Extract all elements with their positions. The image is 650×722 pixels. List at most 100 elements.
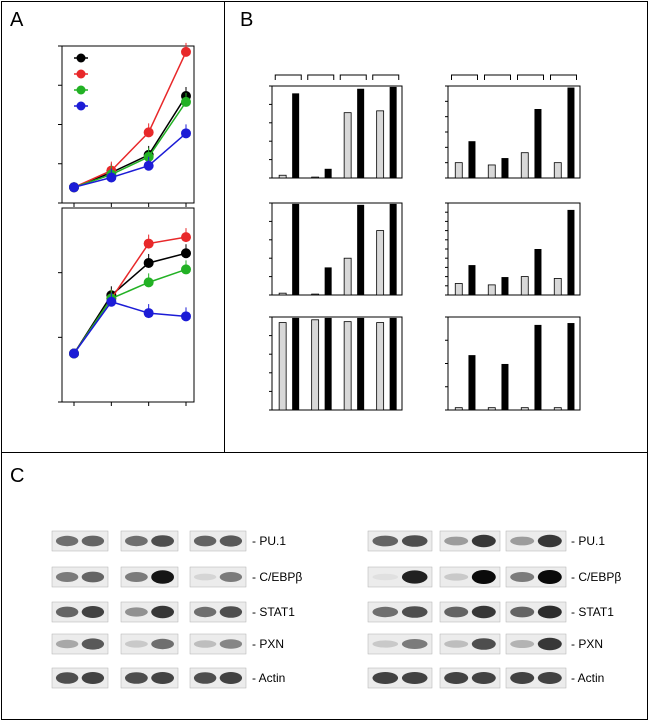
group-bracket [517, 74, 544, 80]
bar-atra-treated [567, 87, 575, 178]
bar-untreated [376, 322, 385, 411]
bar-untreated [311, 293, 320, 296]
blot-band [471, 638, 496, 650]
bar-atra-treated [292, 203, 300, 295]
bar-untreated [376, 230, 385, 296]
bar-atra-treated [567, 209, 575, 295]
plot-frame [61, 45, 195, 204]
data-point [181, 311, 191, 322]
bar-untreated [454, 283, 463, 296]
blot-band [537, 534, 562, 548]
bar-untreated [520, 407, 529, 411]
bar-atra-treated [534, 109, 542, 178]
data-point [69, 348, 79, 359]
bar-atra-treated [468, 265, 476, 295]
group-bracket [307, 74, 335, 80]
blot-band [55, 672, 79, 684]
blot-band [81, 571, 105, 583]
blot-band [372, 672, 399, 684]
blot-band [151, 570, 175, 584]
blot-band [151, 535, 175, 547]
blot-band [124, 535, 148, 547]
blot-band [510, 640, 535, 648]
series-line [73, 236, 187, 354]
blot-band [372, 573, 399, 581]
blot-band [81, 672, 105, 684]
data-point [181, 128, 191, 139]
data-point [181, 264, 191, 275]
series-line [73, 300, 187, 354]
blot-band [219, 572, 243, 582]
blot-band [55, 639, 79, 649]
blot-band [193, 535, 217, 547]
blot-band [510, 606, 535, 618]
data-point [106, 172, 117, 183]
blot-band [471, 534, 496, 548]
bar-untreated [454, 162, 463, 179]
bar-atra-treated [389, 317, 397, 410]
series-line [73, 95, 187, 188]
bar-untreated [278, 174, 287, 179]
data-point [143, 127, 154, 138]
protein-label: - STAT1 [252, 605, 295, 619]
bar-untreated [343, 112, 352, 179]
series-line [73, 51, 187, 188]
blot-band [219, 639, 243, 649]
bar-atra-treated [324, 267, 332, 295]
legend-marker [76, 69, 86, 79]
data-point [143, 238, 154, 249]
bar-untreated [376, 110, 385, 179]
series-line [73, 252, 187, 354]
blot-band [372, 606, 399, 618]
bar-plot-frame [271, 202, 403, 296]
blot-band [401, 535, 428, 547]
bar-atra-treated [324, 168, 332, 178]
panel-b-frame [224, 1, 648, 453]
blot-band [444, 672, 469, 684]
blot-band [124, 640, 148, 648]
blot-band [55, 572, 79, 582]
bar-untreated [553, 407, 562, 411]
blot-band [151, 638, 175, 650]
blot-band [193, 672, 217, 684]
bar-atra-treated [468, 141, 476, 178]
bar-atra-treated [357, 317, 365, 410]
blot-band [81, 535, 105, 547]
bar-untreated [454, 407, 463, 411]
bar-atra-treated [389, 86, 397, 178]
blot-band [401, 639, 428, 649]
bar-atra-treated [389, 203, 397, 295]
blot-band [124, 607, 148, 617]
blot-band [537, 605, 562, 619]
bar-atra-treated [324, 317, 332, 410]
protein-label: - PU.1 [571, 534, 605, 548]
data-point [181, 232, 191, 243]
series-line [73, 132, 187, 189]
panel-c-frame [1, 452, 648, 720]
bar-atra-treated [357, 204, 365, 295]
blot-band [151, 605, 175, 619]
bar-atra-treated [567, 323, 575, 410]
group-bracket [339, 74, 367, 80]
blot-band [510, 536, 535, 546]
bar-untreated [311, 176, 320, 179]
group-bracket [484, 74, 511, 80]
protein-label: - Actin [571, 671, 604, 685]
bar-plot-frame [447, 316, 581, 411]
blot-band [444, 606, 469, 618]
plot-frame [61, 207, 195, 403]
data-point [69, 182, 79, 193]
protein-label: - PXN [252, 637, 284, 651]
data-point [143, 308, 154, 319]
bar-untreated [278, 292, 287, 296]
legend-marker [76, 85, 86, 95]
series-line [73, 101, 187, 189]
bar-untreated [343, 321, 352, 411]
blot-band [219, 606, 243, 618]
blot-band [537, 637, 562, 651]
blot-band [471, 570, 496, 584]
blot-band [471, 672, 496, 684]
bar-untreated [487, 407, 496, 411]
